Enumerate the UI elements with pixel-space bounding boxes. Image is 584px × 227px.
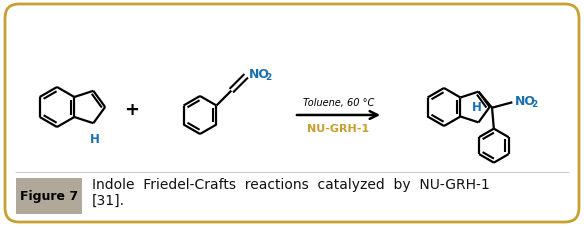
Text: H: H: [472, 101, 481, 114]
Text: Indole  Friedel-Crafts  reactions  catalyzed  by  NU-GRH-1: Indole Friedel-Crafts reactions catalyze…: [92, 177, 490, 191]
Text: +: +: [124, 101, 140, 118]
Text: 2: 2: [531, 99, 537, 108]
Text: [31].: [31].: [92, 193, 125, 207]
Text: NO: NO: [515, 94, 536, 107]
Text: H: H: [89, 133, 99, 146]
Text: NU-GRH-1: NU-GRH-1: [307, 123, 370, 133]
Text: Figure 7: Figure 7: [20, 190, 78, 203]
Text: 2: 2: [265, 73, 272, 82]
FancyBboxPatch shape: [5, 5, 579, 222]
Text: NO: NO: [249, 68, 270, 81]
FancyBboxPatch shape: [16, 178, 82, 214]
Text: Toluene, 60 °C: Toluene, 60 °C: [303, 98, 374, 108]
